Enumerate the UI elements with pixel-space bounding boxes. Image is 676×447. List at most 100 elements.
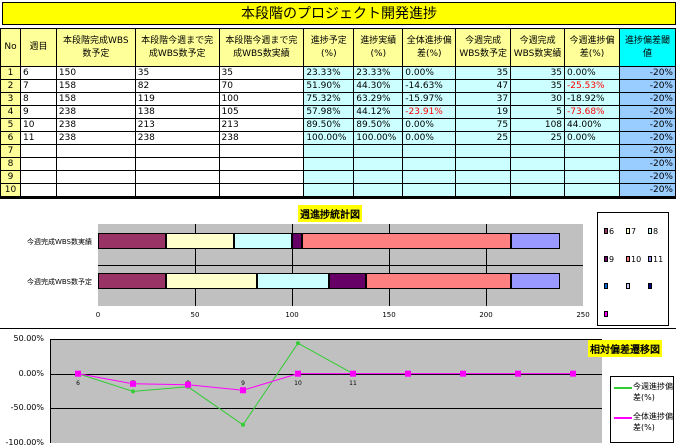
table-cell[interactable] — [402, 183, 457, 197]
table-cell[interactable]: 10 — [19, 118, 57, 132]
table-cell[interactable] — [353, 157, 404, 171]
table-cell[interactable] — [353, 170, 404, 184]
table-cell[interactable]: 35 — [455, 66, 512, 80]
table-cell[interactable] — [455, 157, 512, 171]
table-cell[interactable]: 6 — [19, 66, 57, 80]
table-cell[interactable] — [402, 157, 457, 171]
table-cell[interactable] — [303, 170, 355, 184]
table-cell[interactable]: 35 — [218, 66, 305, 80]
table-cell[interactable]: 100 — [218, 92, 305, 106]
table-cell[interactable]: 238 — [55, 131, 136, 145]
table-cell[interactable] — [55, 144, 136, 158]
table-cell[interactable] — [455, 144, 512, 158]
table-cell[interactable]: 108 — [510, 118, 566, 132]
table-cell[interactable]: 89.50% — [353, 118, 404, 132]
table-cell[interactable] — [510, 144, 566, 158]
table-cell[interactable]: 9 — [19, 105, 57, 119]
table-cell[interactable]: 8 — [0, 157, 21, 171]
table-cell[interactable]: 100.00% — [353, 131, 404, 145]
table-cell[interactable]: -25.53% — [564, 79, 620, 93]
table-cell[interactable]: 238 — [134, 131, 220, 145]
table-cell[interactable]: 9 — [0, 170, 21, 184]
table-cell[interactable]: -23.91% — [402, 105, 457, 119]
table-cell[interactable]: 3 — [0, 92, 21, 106]
table-cell[interactable] — [402, 170, 457, 184]
table-cell[interactable] — [55, 170, 136, 184]
table-cell[interactable]: -20% — [618, 170, 676, 184]
table-cell[interactable]: 105 — [218, 105, 305, 119]
table-cell[interactable]: -20% — [618, 131, 676, 145]
table-cell[interactable]: 57.98% — [303, 105, 355, 119]
table-cell[interactable] — [564, 183, 620, 197]
table-cell[interactable] — [134, 170, 220, 184]
table-cell[interactable] — [19, 157, 57, 171]
table-cell[interactable] — [218, 183, 305, 197]
table-cell[interactable] — [455, 183, 512, 197]
table-cell[interactable]: 19 — [455, 105, 512, 119]
table-cell[interactable]: 2 — [0, 79, 21, 93]
table-cell[interactable]: 213 — [218, 118, 305, 132]
table-cell[interactable] — [19, 170, 57, 184]
table-cell[interactable]: -20% — [618, 118, 676, 132]
table-cell[interactable] — [353, 183, 404, 197]
table-cell[interactable] — [303, 157, 355, 171]
table-cell[interactable] — [19, 183, 57, 197]
table-cell[interactable]: -14.63% — [402, 79, 457, 93]
table-cell[interactable]: 150 — [55, 66, 136, 80]
table-cell[interactable]: 138 — [134, 105, 220, 119]
table-cell[interactable] — [510, 157, 566, 171]
table-cell[interactable]: -20% — [618, 157, 676, 171]
table-cell[interactable]: 119 — [134, 92, 220, 106]
table-cell[interactable] — [134, 183, 220, 197]
table-cell[interactable]: 238 — [218, 131, 305, 145]
table-cell[interactable]: 238 — [55, 105, 136, 119]
table-cell[interactable]: 44.00% — [564, 118, 620, 132]
table-cell[interactable] — [218, 157, 305, 171]
table-cell[interactable]: -20% — [618, 92, 676, 106]
table-cell[interactable]: 35 — [134, 66, 220, 80]
table-cell[interactable]: 4 — [0, 105, 21, 119]
table-cell[interactable]: 35 — [510, 79, 566, 93]
table-cell[interactable]: 47 — [455, 79, 512, 93]
table-cell[interactable] — [19, 144, 57, 158]
table-cell[interactable]: 30 — [510, 92, 566, 106]
table-cell[interactable]: 1 — [0, 66, 21, 80]
table-cell[interactable]: 89.50% — [303, 118, 355, 132]
table-cell[interactable]: 158 — [55, 92, 136, 106]
table-cell[interactable]: 35 — [510, 66, 566, 80]
table-cell[interactable]: 23.33% — [303, 66, 355, 80]
table-cell[interactable] — [353, 144, 404, 158]
table-cell[interactable]: 63.29% — [353, 92, 404, 106]
table-cell[interactable]: 238 — [55, 118, 136, 132]
table-cell[interactable]: 0.00% — [402, 118, 457, 132]
table-cell[interactable]: 0.00% — [564, 131, 620, 145]
table-cell[interactable]: -73.68% — [564, 105, 620, 119]
table-cell[interactable]: -20% — [618, 79, 676, 93]
table-cell[interactable] — [510, 183, 566, 197]
table-cell[interactable] — [303, 144, 355, 158]
table-cell[interactable]: 5 — [0, 118, 21, 132]
table-cell[interactable]: 11 — [19, 131, 57, 145]
table-cell[interactable] — [303, 183, 355, 197]
table-cell[interactable]: -20% — [618, 144, 676, 158]
table-cell[interactable]: 75.32% — [303, 92, 355, 106]
table-cell[interactable]: 0.00% — [564, 66, 620, 80]
table-cell[interactable]: 0.00% — [402, 131, 457, 145]
table-cell[interactable]: 51.90% — [303, 79, 355, 93]
table-cell[interactable]: -18.92% — [564, 92, 620, 106]
table-cell[interactable]: 10 — [0, 183, 21, 197]
table-cell[interactable]: 37 — [455, 92, 512, 106]
table-cell[interactable]: 44.30% — [353, 79, 404, 93]
table-cell[interactable] — [55, 157, 136, 171]
table-cell[interactable]: 82 — [134, 79, 220, 93]
table-cell[interactable] — [55, 183, 136, 197]
table-cell[interactable]: 25 — [510, 131, 566, 145]
table-cell[interactable]: 6 — [0, 131, 21, 145]
table-cell[interactable]: 8 — [19, 92, 57, 106]
table-cell[interactable] — [218, 144, 305, 158]
table-cell[interactable]: -20% — [618, 105, 676, 119]
table-cell[interactable] — [402, 144, 457, 158]
table-cell[interactable]: 25 — [455, 131, 512, 145]
table-cell[interactable] — [134, 157, 220, 171]
table-cell[interactable] — [510, 170, 566, 184]
